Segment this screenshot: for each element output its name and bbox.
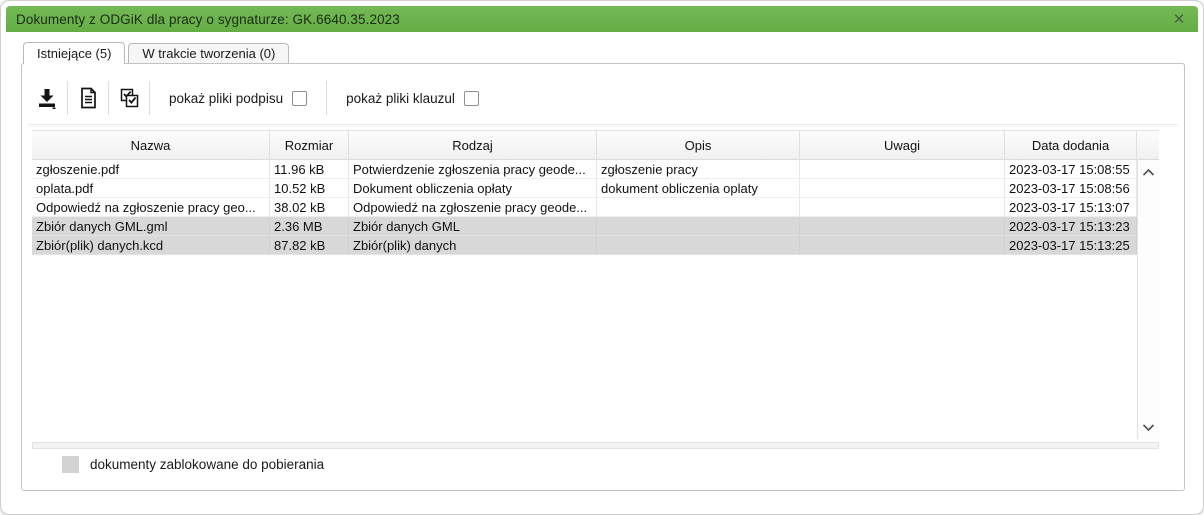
show-signature-files-label: pokaż pliki podpisu [169,90,284,106]
cell-rozmiar: 2.36 MB [270,217,349,236]
scroll-up-icon[interactable] [1141,166,1157,178]
table-row[interactable]: oplata.pdf 10.52 kB Dokument obliczenia op… [32,179,1137,198]
column-header-nazwa[interactable]: Nazwa [32,131,270,160]
show-clause-files-checkbox[interactable] [463,90,479,106]
cell-uwagi [800,217,1005,236]
cell-nazwa: oplata.pdf [32,179,270,198]
download-icon [39,89,56,109]
table-row[interactable]: Zbiór danych GML.gml 2.36 MB Zbiór danych … [32,217,1137,236]
show-signature-files-group: pokaż pliki podpisu [155,90,321,106]
column-header-uwagi[interactable]: Uwagi [800,131,1005,160]
horizontal-scrollbar[interactable] [32,442,1159,449]
cell-rodzaj: Zbiór danych GML [349,217,597,236]
cell-opis: zgłoszenie pracy [597,160,800,179]
document-icon [81,87,96,109]
tab-w-trakcie-tworzenia[interactable]: W trakcie tworzenia (0) [128,43,290,63]
column-header-opis[interactable]: Opis [597,131,800,160]
table-header: Nazwa Rozmiar Rodzaj Opis Uwagi Data dod… [32,130,1159,160]
cell-nazwa: zgłoszenie.pdf [32,160,270,179]
column-header-spacer [1137,131,1159,160]
cell-uwagi [800,198,1005,217]
blocked-color-swatch [62,456,79,473]
column-header-data-dodania[interactable]: Data dodania [1005,131,1137,160]
download-button[interactable] [32,83,62,113]
toolbar-divider [28,124,1178,127]
cell-uwagi [800,236,1005,255]
toolbar-separator [67,81,68,115]
tab-content-panel: pokaż pliki podpisu pokaż pliki klauzul … [21,63,1185,491]
cell-rozmiar: 38.02 kB [270,198,349,217]
toolbar-separator [149,81,150,115]
cell-rodzaj: Odpowiedź na zgłoszenie pracy geode... [349,198,597,217]
tab-istniejace[interactable]: Istniejące (5) [23,42,126,64]
table-body: zgłoszenie.pdf 11.96 kB Potwierdzenie zgło… [32,160,1159,439]
cell-opis: dokument obliczenia oplaty [597,179,800,198]
blocked-documents-legend: dokumenty zablokowane do pobierania [62,456,324,473]
cell-uwagi [800,160,1005,179]
show-clause-files-label: pokaż pliki klauzul [346,90,455,106]
blocked-legend-label: dokumenty zablokowane do pobierania [90,457,325,472]
close-icon[interactable]: ✕ [1172,11,1186,28]
cell-rozmiar: 87.82 kB [270,236,349,255]
verify-checkboxes-icon [120,88,139,108]
verify-button[interactable] [114,83,144,113]
documents-table: Nazwa Rozmiar Rodzaj Opis Uwagi Data dod… [32,130,1159,439]
cell-nazwa: Odpowiedź na zgłoszenie pracy geo... [32,198,270,217]
show-clause-files-group: pokaż pliki klauzul [332,90,493,106]
cell-nazwa: Zbiór danych GML.gml [32,217,270,236]
cell-nazwa: Zbiór(plik) danych.kcd [32,236,270,255]
scroll-down-icon[interactable] [1141,421,1157,433]
cell-opis [597,217,800,236]
cell-data: 2023-03-17 15:13:25 [1005,236,1137,255]
table-row[interactable]: Odpowiedź na zgłoszenie pracy geo... 38.0… [32,198,1137,217]
cell-opis [597,236,800,255]
toolbar-separator [108,81,109,115]
column-header-rodzaj[interactable]: Rodzaj [349,131,597,160]
cell-rodzaj: Dokument obliczenia opłaty [349,179,597,198]
cell-rozmiar: 10.52 kB [270,179,349,198]
table-rows: zgłoszenie.pdf 11.96 kB Potwierdzenie zgło… [32,160,1137,439]
window-title: Dokumenty z ODGiK dla pracy o sygnaturze… [16,11,400,27]
cell-data: 2023-03-17 15:08:55 [1005,160,1137,179]
table-row[interactable]: Zbiór(plik) danych.kcd 87.82 kB Zbiór(plik… [32,236,1137,255]
cell-uwagi [800,179,1005,198]
toolbar: pokaż pliki podpisu pokaż pliki klauzul [32,79,1174,117]
cell-rozmiar: 11.96 kB [270,160,349,179]
cell-data: 2023-03-17 15:13:23 [1005,217,1137,236]
show-signature-files-checkbox[interactable] [292,90,308,106]
column-header-rozmiar[interactable]: Rozmiar [270,131,349,160]
toolbar-separator [326,81,328,115]
document-button[interactable] [73,83,103,113]
cell-opis [597,198,800,217]
table-row[interactable]: zgłoszenie.pdf 11.96 kB Potwierdzenie zgło… [32,160,1137,179]
vertical-scrollbar[interactable] [1137,160,1159,439]
cell-rodzaj: Zbiór(plik) danych [349,236,597,255]
cell-rodzaj: Potwierdzenie zgłoszenia pracy geode... [349,160,597,179]
title-bar: Dokumenty z ODGiK dla pracy o sygnaturze… [6,6,1198,32]
cell-data: 2023-03-17 15:08:56 [1005,179,1137,198]
tab-bar: Istniejące (5) W trakcie tworzenia (0) [23,42,290,64]
cell-data: 2023-03-17 15:13:07 [1005,198,1137,217]
